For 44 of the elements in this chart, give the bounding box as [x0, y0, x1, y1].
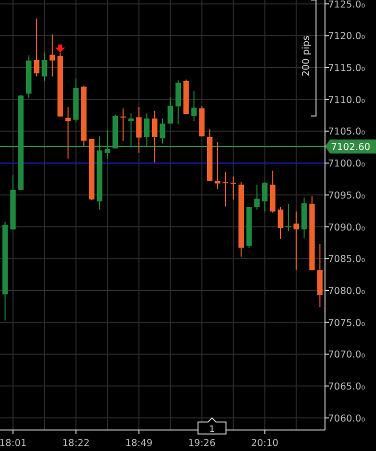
- x-tick-label: 20:10: [251, 438, 278, 449]
- y-tick-label: 7060.0₀: [328, 413, 366, 424]
- candlestick: [136, 106, 142, 154]
- y-tick-label: 7075.0₀: [328, 318, 366, 329]
- y-tick-label: 7120.0₀: [328, 31, 366, 42]
- candlestick: [34, 18, 40, 77]
- y-tick-label: 7095.0₀: [328, 190, 366, 202]
- candlestick: [104, 129, 110, 160]
- candlestick: [168, 96, 174, 124]
- y-tick-label: 7090.0₀: [328, 222, 366, 234]
- annotation: 200 pips: [301, 36, 312, 76]
- candlestick: [214, 142, 220, 190]
- y-tick-label: 7110.0₀: [328, 94, 366, 106]
- candlestick: [65, 106, 71, 160]
- candlestick: [160, 118, 166, 144]
- y-tick-label: 7085.0₀: [328, 254, 366, 266]
- candlestick: [50, 34, 56, 77]
- y-tick-label: 7105.0₀: [328, 126, 366, 138]
- candlestick: [191, 90, 197, 122]
- candlestick: [254, 184, 260, 210]
- x-tick-label: 18:01: [0, 438, 27, 449]
- candlestick: [294, 210, 300, 271]
- x-tick-label: 19:26: [188, 438, 216, 449]
- candlestick: [42, 52, 48, 82]
- candlestick: [230, 176, 236, 200]
- x-tick-label: 18:22: [62, 438, 90, 449]
- candlestick: [286, 203, 292, 232]
- y-tick-label: 7065.0₀: [328, 382, 366, 393]
- y-tick-label: 7125.0₀: [328, 0, 366, 10]
- annotation: 1: [209, 425, 215, 435]
- candlestick: [175, 80, 181, 125]
- y-tick-label: 7070.0₀: [328, 350, 366, 361]
- candlestick: [152, 110, 158, 163]
- candlestick: [278, 206, 284, 240]
- candlestick: [262, 182, 268, 212]
- y-tick-label: 7115.0₀: [328, 63, 366, 74]
- candlestick: [222, 172, 228, 207]
- x-tick-label: 18:49: [125, 438, 153, 449]
- y-tick-label: 7100.0₀: [328, 158, 366, 170]
- candlestick: [144, 112, 150, 146]
- candlestick: [120, 108, 126, 142]
- ref-line-label: 7102.60: [331, 142, 370, 154]
- candlestick: [128, 112, 134, 146]
- y-tick-label: 7080.0₀: [328, 286, 366, 297]
